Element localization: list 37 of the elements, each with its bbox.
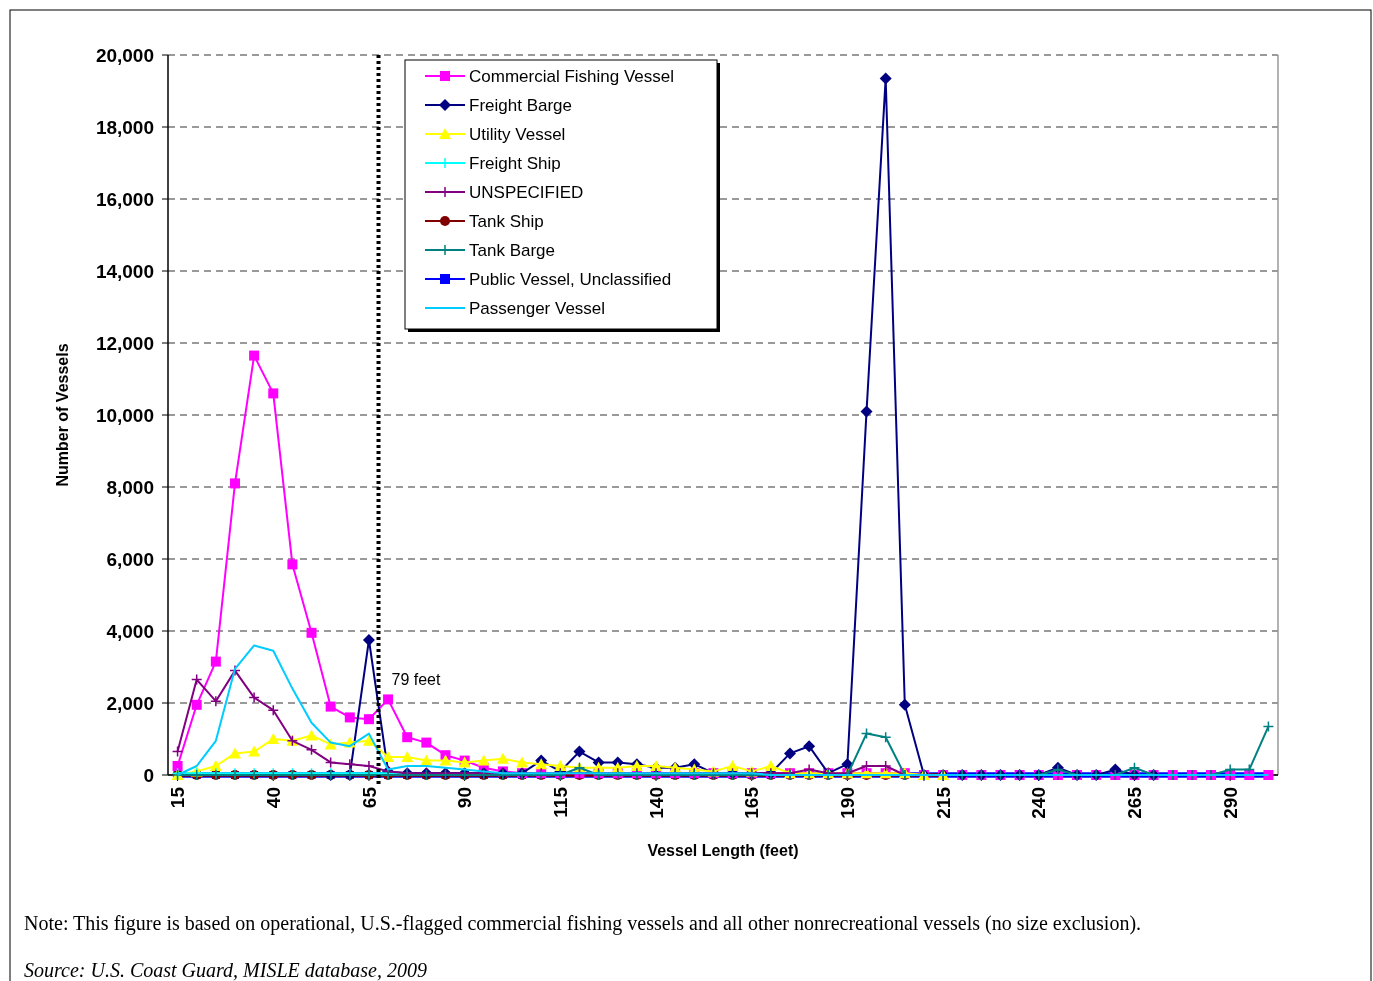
- legend-label: Freight Barge: [469, 95, 572, 115]
- x-tick-label: 115: [549, 786, 571, 818]
- x-tick-label: 240: [1028, 787, 1050, 819]
- legend-label: Tank Ship: [469, 211, 544, 231]
- y-tick-label: 2,000: [106, 692, 154, 714]
- y-tick-label: 6,000: [106, 548, 154, 570]
- text: Note: This figure is based on operational, U.S.-flagged commercial fishing vessels and all other nonrecreational vessels (no size exclusion).: [24, 912, 1142, 935]
- x-tick-label: 215: [932, 786, 954, 819]
- y-tick-label: 20,000: [95, 44, 154, 66]
- legend-label: Passenger Vessel: [469, 298, 606, 318]
- x-tick-label: 90: [454, 787, 476, 809]
- y-tick-label: 4,000: [106, 620, 154, 642]
- y-tick-label: 8,000: [106, 476, 154, 498]
- ref-line-label: 79 feet: [391, 671, 441, 688]
- y-tick-label: 18,000: [95, 116, 154, 138]
- y-tick-label: 12,000: [95, 332, 154, 354]
- x-tick-label: 40: [262, 787, 284, 809]
- x-tick-label: 265: [1124, 786, 1146, 819]
- x-axis-title: Vessel Length (feet): [647, 842, 799, 859]
- source-note: Source: U.S. Coast Guard, MISLE database, 2009: [24, 959, 427, 981]
- y-tick-label: 16,000: [95, 188, 154, 210]
- legend-label: Tank Barge: [469, 240, 555, 260]
- y-tick-label: 14,000: [95, 260, 154, 282]
- y-axis-title: Number of Vessels: [54, 343, 71, 487]
- x-tick-label: 15: [167, 786, 189, 809]
- y-tick-label: 0: [143, 764, 154, 786]
- legend-label: UNSPECIFIED: [469, 182, 584, 202]
- x-tick-label: 190: [837, 787, 859, 819]
- legend-label: Utility Vessel: [469, 124, 566, 144]
- legend-label: Freight Ship: [469, 153, 561, 173]
- x-tick-label: 140: [645, 787, 667, 819]
- y-tick-label: 10,000: [95, 404, 154, 426]
- legend-label: Public Vessel, Unclassified: [469, 269, 672, 289]
- x-tick-label: 165: [741, 786, 763, 819]
- x-tick-label: 290: [1219, 787, 1241, 819]
- legend-label: Commercial Fishing Vessel: [469, 66, 675, 86]
- x-tick-label: 65: [358, 786, 380, 809]
